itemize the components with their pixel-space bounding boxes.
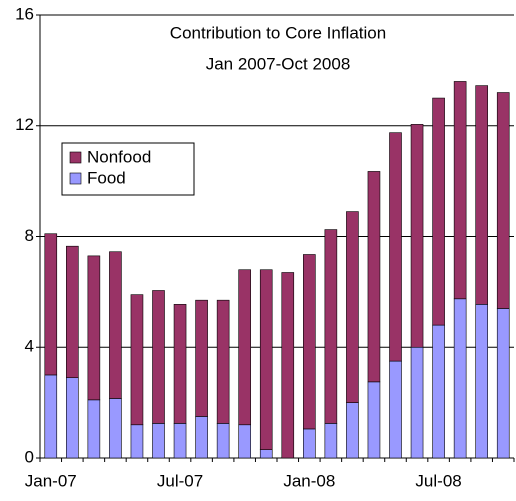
bar-segment: [109, 398, 122, 459]
x-tick-label: Jul-07: [157, 471, 203, 490]
bar-segment: [367, 381, 381, 459]
bar-segment: [195, 416, 208, 459]
y-tick-label: 16: [15, 4, 34, 23]
y-tick-label: 12: [15, 115, 34, 134]
chart-subtitle: Jan 2007-Oct 2008: [206, 54, 351, 73]
bar-segment: [496, 308, 510, 459]
bar-segment: [367, 171, 381, 383]
bar-segment: [259, 269, 273, 450]
bar-segment: [324, 423, 338, 459]
y-tick-label: 4: [25, 337, 34, 356]
bar-segment: [44, 233, 58, 376]
bar-segment: [238, 269, 251, 426]
bar-segment: [453, 81, 467, 300]
bar-segment: [432, 324, 445, 459]
x-tick-label: Jan-07: [25, 471, 77, 490]
bar-segment: [44, 374, 58, 459]
legend-swatch: [69, 151, 82, 164]
bar-segment: [152, 423, 165, 459]
bar-segment: [281, 272, 295, 459]
bar-segment: [475, 304, 488, 459]
bar-segment: [303, 254, 316, 430]
bar-segment: [130, 424, 144, 459]
bar-segment: [346, 211, 359, 403]
bar-segment: [410, 346, 424, 459]
bar-segment: [259, 449, 273, 459]
legend-label: Nonfood: [87, 147, 151, 166]
chart-title: Contribution to Core Inflation: [170, 23, 386, 42]
bar-segment: [173, 423, 187, 459]
bar-segment: [87, 255, 101, 401]
bar-segment: [66, 377, 79, 459]
bar-segment: [216, 299, 230, 424]
bar-segment: [66, 245, 79, 379]
bar-segment: [389, 360, 402, 459]
bar-segment: [453, 298, 467, 459]
bar-segment: [195, 299, 208, 417]
x-tick-label: Jan-08: [283, 471, 335, 490]
y-tick-label: 0: [25, 447, 34, 466]
bar-segment: [152, 290, 165, 424]
bar-segment: [389, 132, 402, 362]
legend-label: Food: [87, 168, 126, 187]
bar-segment: [238, 424, 251, 459]
bar-segment: [130, 294, 144, 426]
x-tick-label: Jul-08: [415, 471, 461, 490]
bar-segment: [109, 251, 122, 399]
y-tick-label: 8: [25, 226, 34, 245]
bar-segment: [324, 229, 338, 424]
bar-segment: [303, 428, 316, 459]
bar-segment: [173, 304, 187, 424]
legend-swatch: [69, 172, 82, 185]
bar-segment: [216, 423, 230, 459]
bar-segment: [410, 124, 424, 348]
bar-segment: [475, 85, 488, 305]
bar-segment: [432, 97, 445, 326]
bar-segment: [87, 399, 101, 459]
bar-segment: [496, 92, 510, 309]
bar-segment: [346, 402, 359, 459]
legend-box: [61, 142, 195, 196]
